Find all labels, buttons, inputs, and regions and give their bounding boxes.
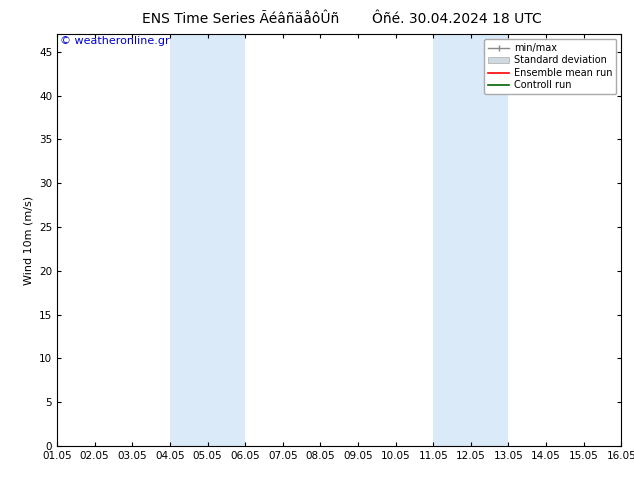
Text: ENS Time Series ÃéâñäåôÛñ: ENS Time Series ÃéâñäåôÛñ	[142, 12, 340, 26]
Text: © weatheronline.gr: © weatheronline.gr	[60, 36, 169, 47]
Y-axis label: Wind 10m (m/s): Wind 10m (m/s)	[23, 196, 34, 285]
Bar	[170, 34, 245, 446]
Text: Ôñé. 30.04.2024 18 UTC: Ôñé. 30.04.2024 18 UTC	[372, 12, 541, 26]
Legend: min/max, Standard deviation, Ensemble mean run, Controll run: min/max, Standard deviation, Ensemble me…	[484, 39, 616, 94]
Bar	[433, 34, 508, 446]
